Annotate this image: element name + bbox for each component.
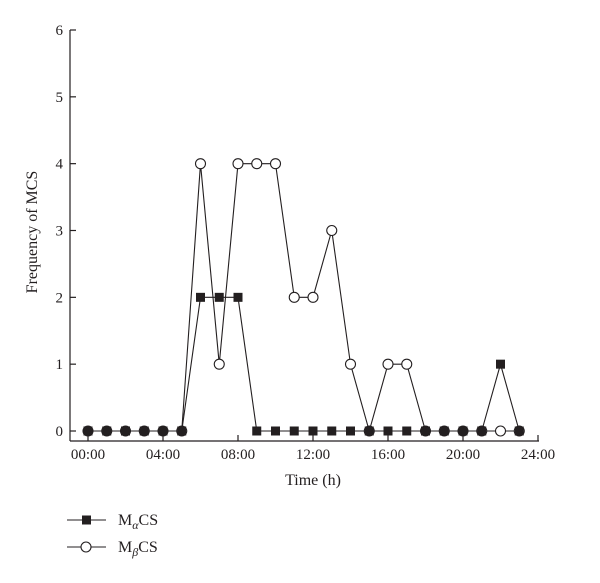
y-tick-label: 0 [56, 424, 64, 440]
data-point-circle [288, 291, 300, 303]
data-point-square [252, 426, 262, 436]
data-point-square [121, 426, 130, 436]
data-point-square [364, 426, 374, 436]
x-tick-label: 12:00 [296, 447, 330, 463]
legend-marker-circle [80, 541, 92, 553]
data-point-square [346, 426, 355, 436]
legend-label: MβCS [118, 539, 158, 559]
legend-label-suffix: CS [139, 512, 159, 529]
legend-label-subscript: β [131, 545, 138, 559]
data-point-square [458, 426, 468, 436]
x-axis-label: Time (h) [285, 472, 341, 489]
data-point-square [177, 426, 187, 436]
data-point-square [233, 292, 243, 302]
data-point-square [83, 426, 93, 436]
legend-item: MβCS [67, 539, 158, 559]
legend-label: MαCS [118, 512, 158, 532]
data-point-circle [251, 158, 263, 170]
data-point-square [214, 292, 224, 302]
data-point-square [383, 426, 393, 436]
x-tick-label: 08:00 [221, 447, 255, 463]
data-point-square [327, 426, 337, 436]
y-axis-label: Frequency of MCS [24, 171, 41, 294]
data-point-circle [344, 358, 357, 370]
data-point-circle [194, 158, 207, 170]
data-point-circle [232, 158, 244, 170]
data-point-square [421, 426, 430, 436]
legend-item: MαCS [67, 512, 158, 532]
data-point-square [402, 426, 412, 436]
series-malpha [83, 292, 524, 436]
data-point-square [196, 292, 205, 302]
y-tick-label: 3 [56, 224, 64, 240]
legend-marker-square [82, 515, 91, 525]
data-point-circle [382, 358, 394, 370]
data-point-square [477, 426, 487, 436]
data-point-square [308, 426, 318, 436]
data-point-square [514, 426, 524, 436]
data-point-circle [494, 425, 507, 437]
series-line [88, 296, 520, 432]
data-point-square [158, 426, 168, 436]
data-point-circle [307, 291, 319, 303]
x-tick-label: 20:00 [446, 447, 480, 463]
data-point-circle [401, 358, 413, 370]
x-tick-label: 00:00 [71, 447, 105, 463]
y-axis-ticks: 0 1 2 3 4 5 6 [56, 23, 76, 440]
data-point-square [289, 426, 299, 436]
x-tick-label: 24:00 [521, 447, 555, 463]
y-tick-label: 1 [56, 357, 64, 373]
data-point-square [102, 426, 112, 436]
data-point-circle [269, 158, 282, 170]
legend-label-suffix: CS [138, 539, 158, 556]
series-mbeta [82, 158, 525, 437]
plot-area [82, 158, 525, 437]
data-point-square [496, 359, 505, 369]
x-tick-label: 04:00 [146, 447, 180, 463]
x-axis-ticks: 00:00 04:00 08:00 12:00 16:00 20:00 24:00 [71, 435, 555, 463]
data-point-square [439, 426, 449, 436]
data-point-circle [213, 358, 225, 370]
chart-axes [69, 30, 539, 442]
legend-label-prefix: M [118, 539, 132, 556]
y-tick-label: 5 [56, 90, 64, 106]
y-tick-label: 2 [56, 290, 64, 306]
legend-label-prefix: M [118, 512, 132, 529]
y-tick-label: 6 [56, 23, 64, 39]
data-point-square [271, 426, 280, 436]
data-point-square [139, 426, 149, 436]
x-tick-label: 16:00 [371, 447, 405, 463]
legend-label-subscript: α [132, 518, 139, 532]
y-tick-label: 4 [56, 157, 64, 173]
series-line [88, 163, 520, 434]
data-point-circle [326, 224, 338, 237]
